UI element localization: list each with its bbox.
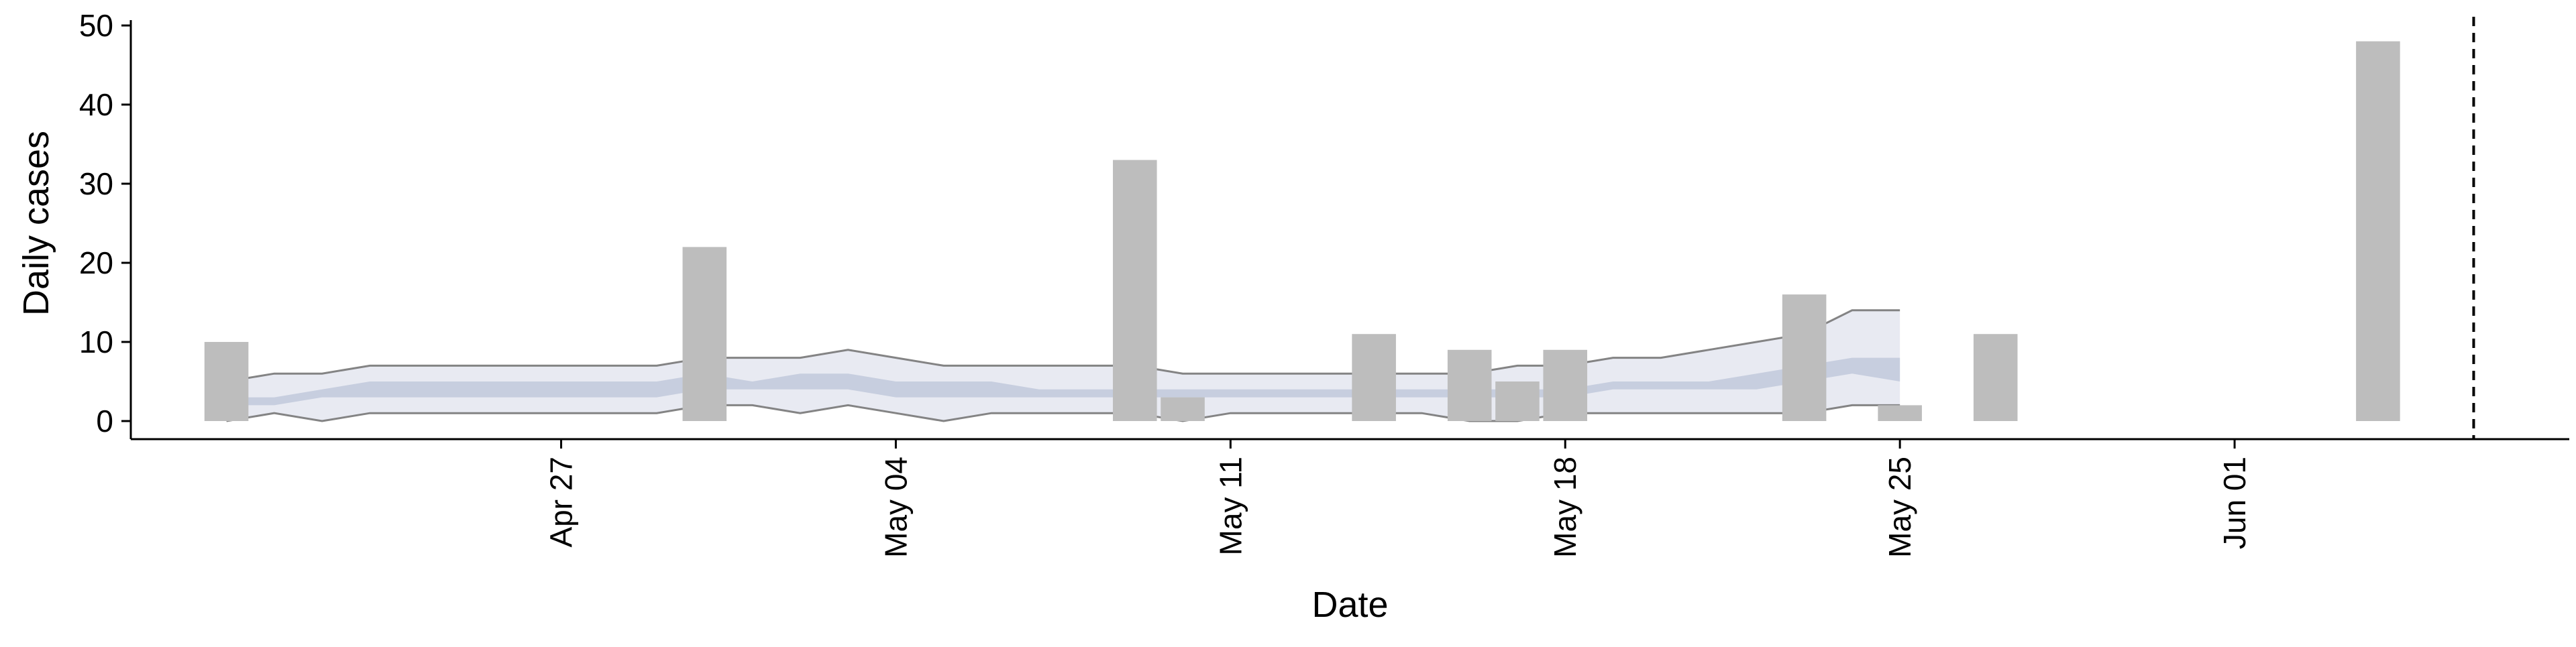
outer-band-upper-edge (226, 309, 1900, 383)
y-tick-label: 20 (79, 245, 113, 280)
y-axis-title: Daily cases (16, 131, 56, 316)
y-ticks: 0 10 20 30 40 50 (79, 8, 131, 438)
daily-cases-bar (1112, 160, 1157, 421)
x-tick-label: Jun 01 (2217, 457, 2252, 549)
daily-cases-bar (204, 342, 249, 421)
x-tick-label: May 18 (1548, 457, 1582, 558)
outer-band-lower-edge (226, 404, 1900, 422)
y-tick-label: 0 (96, 404, 113, 438)
daily-cases-bar (1495, 381, 1540, 421)
y-tick-label: 30 (79, 166, 113, 201)
axes-layer (129, 20, 2569, 440)
x-tick-label: Apr 27 (543, 457, 578, 548)
interval-band-layer (226, 309, 1900, 422)
daily-cases-bar (682, 247, 727, 421)
daily-cases-bar (1878, 405, 1922, 421)
y-tick-label: 50 (79, 8, 113, 43)
daily-cases-bar (1782, 294, 1827, 421)
x-tick-label: May 04 (878, 457, 913, 558)
x-ticks: Apr 27 May 04 May 11 May 18 May 25 Jun 01 (543, 439, 2252, 558)
daily-cases-bar (2356, 41, 2400, 422)
daily-cases-bar (1352, 334, 1396, 421)
x-tick-label: May 11 (1213, 457, 1248, 555)
x-tick-label: May 25 (1882, 457, 1917, 558)
y-tick-label: 40 (79, 87, 113, 122)
daily-cases-bar (1447, 349, 1492, 421)
daily-cases-bar (1161, 397, 1205, 421)
bar-layer (204, 41, 2400, 422)
x-axis-title: Date (1311, 585, 1388, 625)
daily-cases-bar (1973, 334, 2018, 421)
daily-cases-bar (1543, 349, 1588, 421)
y-tick-label: 10 (79, 325, 113, 359)
